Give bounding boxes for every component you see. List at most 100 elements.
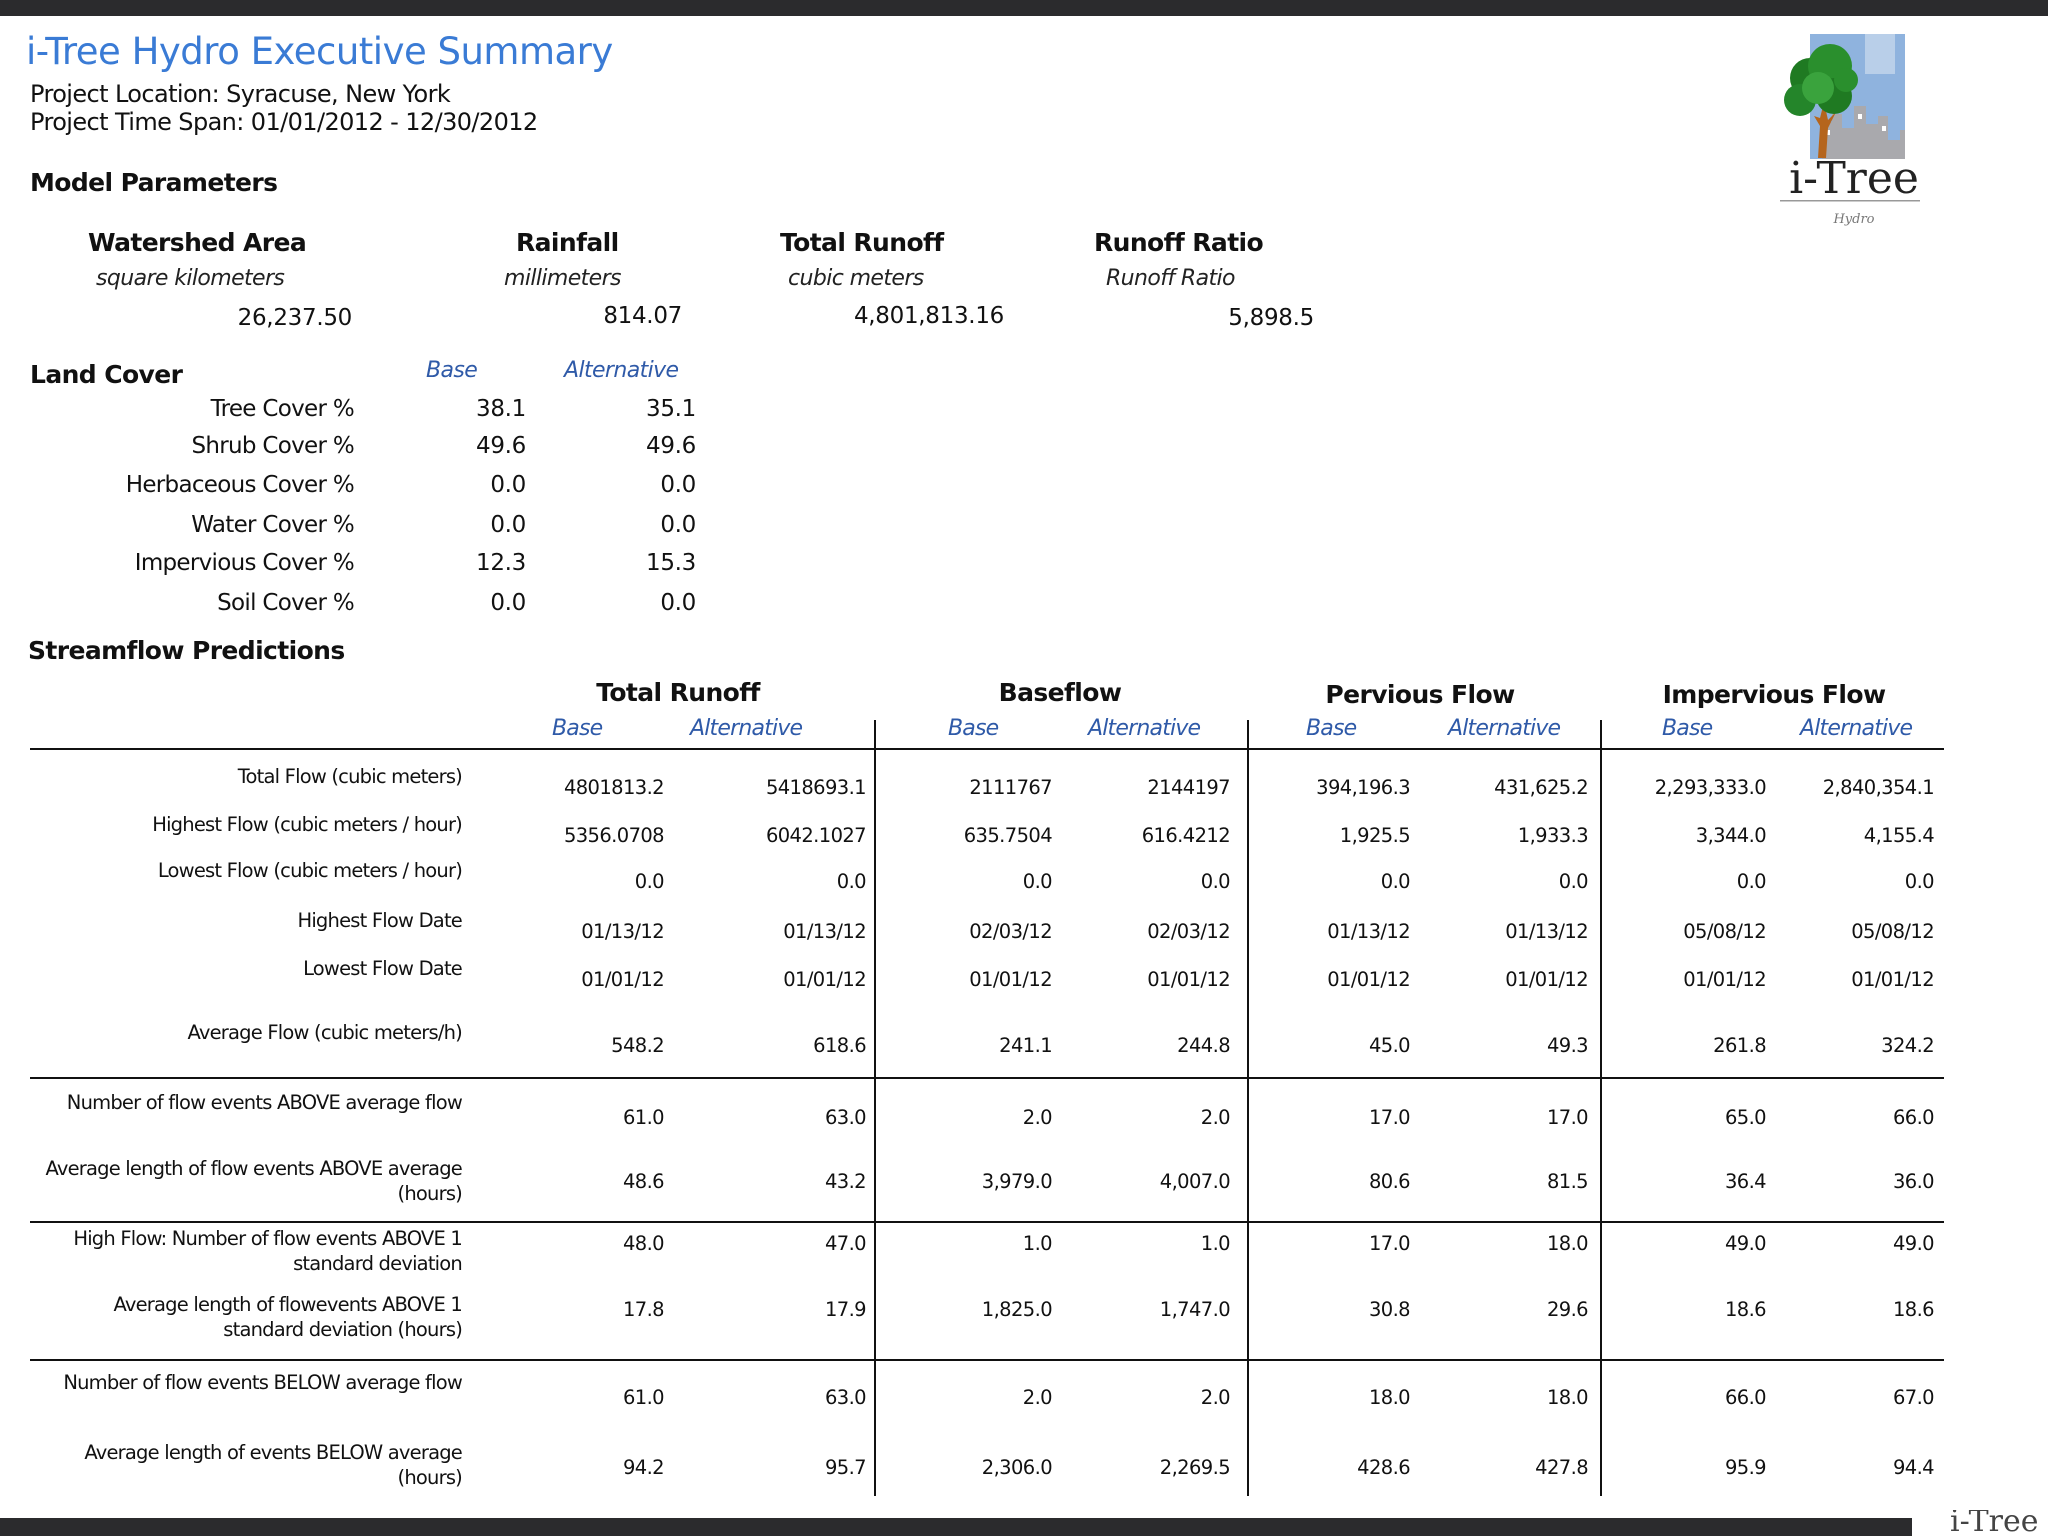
alternative-value-cell: 2,840,354.1 [1822,776,1935,799]
base-value-cell: 61.0 [622,1386,665,1409]
streamflow-row-label: Lowest Flow Date [303,957,463,980]
land-cover-heading: Land Cover [30,360,183,389]
table-rule-1 [30,1077,1944,1079]
land-cover-base-value: 0.0 [490,590,526,616]
subheader-base: Base [1662,716,1713,741]
base-value-cell: 4801813.2 [563,776,665,799]
group-pervious-flow: Pervious Flow [1325,680,1515,709]
streamflow-row-label: Highest Flow Date [297,909,462,932]
base-value-cell: 17.0 [1368,1232,1411,1255]
base-value-cell: 2.0 [1022,1106,1053,1129]
base-value-cell: 01/13/12 [1327,920,1410,943]
group-total-runoff: Total Runoff [596,678,760,707]
base-value-cell: 95.9 [1724,1456,1767,1479]
base-value-cell: 01/13/12 [581,920,664,943]
alternative-value-cell: 66.0 [1892,1106,1935,1129]
alternative-value-cell: 63.0 [824,1106,867,1129]
mp-watershed-label: Watershed Area [88,228,307,257]
project-time-span: Project Time Span: 01/01/2012 - 12/30/20… [30,108,538,136]
land-cover-row-label: Herbaceous Cover % [125,472,355,498]
base-value-cell: 18.6 [1724,1298,1767,1321]
alternative-value-cell: 6042.1027 [765,824,867,847]
alternative-value-cell: 01/01/12 [1147,968,1230,991]
land-cover-base-value: 38.1 [475,396,526,422]
base-value-cell: 1.0 [1022,1232,1053,1255]
land-cover-alternative-value: 35.1 [645,396,696,422]
alternative-value-cell: 18.6 [1892,1298,1935,1321]
base-value-cell: 48.0 [622,1232,665,1255]
table-rule-3 [30,1359,1944,1361]
base-value-cell: 17.8 [622,1298,665,1321]
base-value-cell: 94.2 [622,1456,665,1479]
land-cover-alternative-value: 49.6 [645,433,696,459]
alternative-value-cell: 0.0 [836,870,867,893]
land-cover-base-value: 0.0 [490,472,526,498]
base-value-cell: 0.0 [1380,870,1411,893]
alternative-value-cell: 18.0 [1546,1386,1589,1409]
mp-runoff-ratio-unit: Runoff Ratio [1106,266,1235,291]
streamflow-heading: Streamflow Predictions [28,636,345,665]
base-value-cell: 2,293,333.0 [1654,776,1767,799]
mp-total-runoff-unit: cubic meters [788,266,924,291]
alternative-value-cell: 81.5 [1546,1170,1589,1193]
subheader-alternative: Alternative [1800,716,1913,741]
group-baseflow: Baseflow [998,678,1122,707]
mp-watershed-value: 26,237.50 [237,305,353,331]
base-value-cell: 49.0 [1724,1232,1767,1255]
group-divider-1 [874,720,876,1496]
alternative-value-cell: 95.7 [824,1456,867,1479]
base-value-cell: 01/01/12 [1327,968,1410,991]
next-page-edge: i-Tree [1912,1510,2048,1536]
alternative-value-cell: 324.2 [1881,1034,1934,1057]
subheader-base: Base [1306,716,1357,741]
base-value-cell: 36.4 [1724,1170,1767,1193]
subheader-base: Base [948,716,999,741]
subheader-alternative: Alternative [1088,716,1201,741]
land-cover-row-label: Tree Cover % [210,396,355,422]
base-value-cell: 1,825.0 [981,1298,1053,1321]
base-value-cell: 61.0 [622,1106,665,1129]
alternative-value-cell: 616.4212 [1141,824,1231,847]
alternative-value-cell: 618.6 [813,1034,866,1057]
alternative-value-cell: 01/13/12 [1505,920,1588,943]
alternative-value-cell: 17.9 [824,1298,867,1321]
streamflow-row-label: Average length of events BELOW average (… [84,1441,462,1489]
land-cover-base-value: 0.0 [490,512,526,538]
alternative-value-cell: 2.0 [1200,1386,1231,1409]
alternative-value-cell: 2.0 [1200,1106,1231,1129]
base-value-cell: 5356.0708 [563,824,665,847]
base-value-cell: 2.0 [1022,1386,1053,1409]
viewer-top-bar [0,0,2048,16]
alternative-value-cell: 49.3 [1546,1034,1589,1057]
base-value-cell: 0.0 [1022,870,1053,893]
alternative-value-cell: 4,007.0 [1159,1170,1231,1193]
land-cover-alternative-value: 15.3 [645,550,696,576]
base-value-cell: 3,979.0 [981,1170,1053,1193]
alternative-value-cell: 01/01/12 [1851,968,1934,991]
base-value-cell: 01/01/12 [1683,968,1766,991]
mp-total-runoff-value: 4,801,813.16 [853,303,1004,329]
table-rule-2 [30,1221,1944,1223]
mp-rainfall-value: 814.07 [603,303,682,329]
alternative-value-cell: 43.2 [824,1170,867,1193]
streamflow-row-label: High Flow: Number of flow events ABOVE 1… [73,1227,462,1275]
alternative-value-cell: 17.0 [1546,1106,1589,1129]
alternative-value-cell: 36.0 [1892,1170,1935,1193]
viewer-bottom-bar [0,1518,2048,1536]
base-value-cell: 1,925.5 [1339,824,1411,847]
streamflow-row-label: Highest Flow (cubic meters / hour) [152,813,463,836]
report-title: i-Tree Hydro Executive Summary [26,30,613,73]
land-cover-alternative-value: 0.0 [660,590,696,616]
mp-watershed-unit: square kilometers [96,266,285,291]
base-value-cell: 2111767 [969,776,1052,799]
base-value-cell: 18.0 [1368,1386,1411,1409]
alternative-value-cell: 0.0 [1558,870,1589,893]
base-value-cell: 394,196.3 [1316,776,1410,799]
streamflow-row-label: Total Flow (cubic meters) [237,765,463,788]
base-value-cell: 66.0 [1724,1386,1767,1409]
streamflow-row-label: Average length of flow events ABOVE aver… [45,1157,462,1205]
base-value-cell: 65.0 [1724,1106,1767,1129]
base-value-cell: 261.8 [1713,1034,1766,1057]
base-value-cell: 17.0 [1368,1106,1411,1129]
base-value-cell: 02/03/12 [969,920,1052,943]
